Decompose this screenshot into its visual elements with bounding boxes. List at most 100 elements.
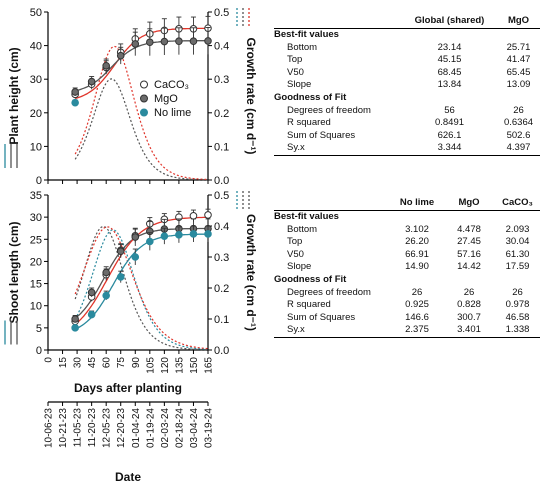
data-point — [189, 37, 198, 46]
table-row: R squared 0.925 0.828 0.978 — [287, 299, 530, 311]
data-point — [175, 37, 183, 46]
data-point — [160, 232, 169, 240]
y2-tick-label: 0.0 — [214, 175, 229, 187]
y2-tick-label: 0.3 — [214, 74, 229, 86]
data-point — [189, 230, 198, 238]
y-axis-title: Shoot length (cm) — [7, 222, 21, 324]
table-row: Bottom 23.14 25.71 — [287, 41, 531, 53]
y2-tick-label: 0.4 — [214, 221, 229, 233]
data-point — [71, 88, 79, 96]
data-point — [146, 38, 154, 47]
date-tick-label: 02-03-24 — [160, 408, 171, 448]
column-header: MgO — [443, 196, 495, 211]
data-point — [204, 37, 212, 45]
column-header: MgO — [497, 14, 540, 29]
y-tick-label: 30 — [30, 74, 42, 86]
data-point — [71, 98, 79, 107]
x-tick-label: 165 — [204, 357, 215, 374]
data-point — [116, 273, 125, 281]
legend-label: No lime — [154, 107, 191, 119]
table-row: Bottom 3.102 4.478 2.093 — [287, 223, 530, 235]
y-tick-label: 0 — [36, 345, 42, 357]
data-point — [131, 253, 140, 261]
data-point — [204, 230, 212, 238]
legend-label: CaCO₃ — [154, 79, 189, 91]
data-point — [204, 211, 212, 219]
y2-tick-label: 0.0 — [214, 345, 229, 357]
data-point — [87, 288, 96, 297]
legend-marker — [140, 94, 148, 103]
y-tick-label: 10 — [30, 301, 42, 313]
table-row: Sy.x 2.375 3.401 1.338 — [274, 324, 540, 338]
data-point — [160, 37, 169, 46]
legend-label: MgO — [154, 93, 178, 105]
data-point — [175, 231, 183, 239]
fit-curve — [75, 27, 208, 100]
table-row: Sum of Squares 626.1 502.6 — [287, 129, 531, 141]
date-tick-label: 11-05-23 — [73, 408, 84, 448]
y-tick-label: 50 — [30, 7, 42, 19]
growth-rate-curve — [74, 78, 208, 181]
section-label: Goodness of Fit — [274, 273, 347, 285]
y2-tick-label: 0.5 — [214, 7, 229, 19]
table-row: Slope 13.84 13.09 — [287, 79, 531, 91]
growth-rate-curve — [74, 226, 208, 350]
growth-rate-curve — [74, 45, 208, 181]
x-tick-label: 45 — [87, 357, 98, 369]
data-point — [189, 212, 198, 220]
date-tick-label: 01-19-24 — [145, 408, 156, 448]
fit-table-bottom: No lime MgO CaCO₃ Best-fit values Bottom… — [274, 196, 540, 338]
date-tick-label: 02-18-24 — [174, 408, 185, 448]
y2-tick-label: 0.1 — [214, 314, 229, 326]
y-tick-label: 0 — [36, 175, 42, 187]
column-header: CaCO₃ — [495, 196, 540, 211]
y2-tick-label: 0.5 — [214, 190, 229, 202]
table-row: Top 26.20 27.45 30.04 — [287, 236, 530, 248]
x-tick-label: 150 — [189, 357, 200, 374]
data-point — [102, 291, 110, 300]
fit-curve — [74, 233, 208, 330]
y2-tick-label: 0.4 — [214, 41, 229, 53]
x-tick-label: 30 — [73, 357, 84, 369]
x-tick-label: 60 — [102, 357, 113, 369]
y-axis-title: Plant height (cm) — [7, 47, 21, 144]
x-tick-label: 105 — [145, 357, 156, 374]
y-tick-label: 10 — [30, 141, 42, 153]
growth-rate-curve — [74, 226, 208, 351]
date-axis-title: Date — [115, 470, 141, 484]
table-row: Degrees of freedom 26 26 26 — [287, 286, 523, 298]
y-tick-label: 5 — [36, 323, 42, 335]
table-row: Degrees of freedom 56 26 — [287, 104, 524, 116]
date-tick-label: 01-04-24 — [131, 408, 142, 448]
table-row: Top 45.15 41.47 — [287, 54, 531, 66]
data-point — [116, 51, 125, 60]
table-row: Sy.x 3.344 4.397 — [274, 142, 540, 156]
y-tick-label: 25 — [30, 234, 42, 246]
growth-rate-curve — [74, 229, 208, 350]
data-point — [87, 310, 96, 319]
x-tick-label: 120 — [160, 357, 171, 374]
x-tick-label: 135 — [174, 357, 185, 374]
data-point — [131, 233, 140, 241]
section-label: Best-fit values — [274, 211, 339, 222]
x-tick-label: 0 — [44, 357, 55, 363]
data-point — [102, 268, 110, 277]
column-header: No lime — [391, 196, 443, 211]
fit-curve — [75, 40, 208, 92]
x-tick-label: 15 — [58, 357, 69, 369]
x-axis-title: Days after planting — [74, 381, 182, 395]
y2-axis-title: Growth rate (cm d⁻¹) — [244, 37, 258, 154]
y-tick-label: 20 — [30, 256, 42, 268]
table-row: Sum of Squares 146.6 300.7 46.58 — [287, 311, 530, 323]
x-tick-label: 90 — [131, 357, 142, 369]
fit-table-top: Global (shared) MgO Best-fit values Bott… — [274, 14, 540, 156]
table-row: V50 66.91 57.16 61.30 — [287, 248, 530, 260]
y-tick-label: 30 — [30, 212, 42, 224]
date-tick-label: 12-05-23 — [102, 408, 113, 448]
x-tick-label: 75 — [116, 357, 127, 369]
date-tick-label: 10-06-23 — [44, 408, 55, 448]
data-point — [131, 40, 140, 48]
y2-axis-title: Growth rate (cm d⁻¹) — [244, 214, 258, 331]
table-row: V50 68.45 65.45 — [287, 66, 531, 78]
